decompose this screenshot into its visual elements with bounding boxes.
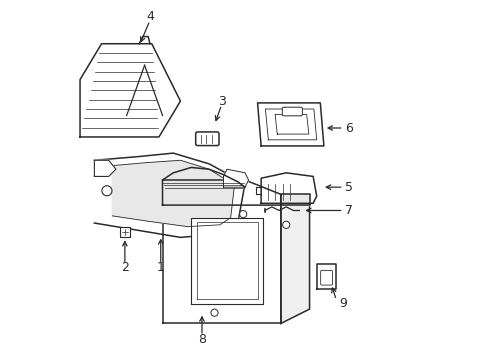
FancyBboxPatch shape bbox=[120, 227, 129, 237]
FancyBboxPatch shape bbox=[196, 132, 219, 145]
Circle shape bbox=[283, 221, 290, 228]
Text: 6: 6 bbox=[345, 122, 353, 135]
Polygon shape bbox=[95, 160, 116, 176]
Text: 7: 7 bbox=[345, 204, 353, 217]
Polygon shape bbox=[258, 103, 324, 146]
Circle shape bbox=[211, 309, 218, 316]
Circle shape bbox=[102, 186, 112, 196]
Text: 8: 8 bbox=[198, 333, 206, 346]
Polygon shape bbox=[163, 180, 281, 205]
Polygon shape bbox=[261, 173, 317, 203]
Polygon shape bbox=[281, 205, 310, 323]
Polygon shape bbox=[191, 218, 263, 304]
Polygon shape bbox=[317, 264, 337, 289]
Text: 5: 5 bbox=[345, 181, 353, 194]
FancyBboxPatch shape bbox=[320, 270, 333, 285]
Text: 3: 3 bbox=[218, 95, 225, 108]
Polygon shape bbox=[80, 44, 180, 137]
Polygon shape bbox=[223, 169, 248, 187]
Circle shape bbox=[240, 211, 247, 218]
Text: 4: 4 bbox=[146, 10, 154, 23]
Polygon shape bbox=[163, 205, 281, 323]
Polygon shape bbox=[112, 160, 234, 226]
Polygon shape bbox=[281, 194, 310, 205]
Text: 1: 1 bbox=[157, 261, 165, 274]
Text: 9: 9 bbox=[340, 297, 347, 310]
Text: 2: 2 bbox=[121, 261, 129, 274]
Polygon shape bbox=[95, 153, 245, 237]
FancyBboxPatch shape bbox=[282, 107, 302, 116]
